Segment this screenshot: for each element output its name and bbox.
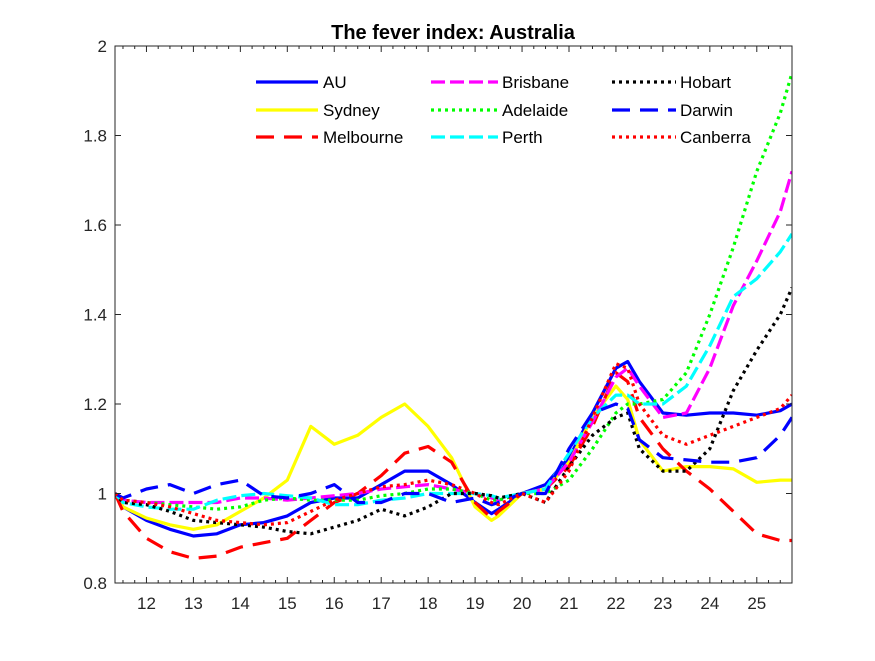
x-tick-label: 13: [184, 594, 203, 613]
x-tick-label: 25: [747, 594, 766, 613]
x-tick-label: 24: [700, 594, 719, 613]
x-tick-label: 18: [419, 594, 438, 613]
legend-entry-darwin: Darwin: [612, 101, 733, 120]
axes: 12 13 14 15 16 17 18 19 20 21 22 23 24 25 0.8 1 1.2 1.4 1.…: [83, 37, 793, 613]
legend-entry-melbourne: Melbourne: [256, 128, 403, 147]
legend-entry-perth: Perth: [431, 128, 543, 147]
x-tick-label: 23: [653, 594, 672, 613]
x-tick-label: 19: [466, 594, 485, 613]
legend-label: AU: [323, 73, 347, 92]
legend-entry-au: AU: [256, 73, 347, 92]
legend-label: Sydney: [323, 101, 380, 120]
chart-title: The fever index: Australia: [331, 22, 576, 44]
y-tick-label: 1.4: [83, 306, 107, 325]
x-tick-label: 21: [560, 594, 579, 613]
series-line-melbourne: [115, 371, 792, 560]
legend-label: Hobart: [680, 73, 731, 92]
x-tick-label: 15: [278, 594, 297, 613]
legend: AU Sydney Melbourne Brisbane Adelaide Perth Ho…: [256, 73, 751, 147]
legend-label: Perth: [502, 128, 543, 147]
y-tick-label: 2: [98, 37, 107, 56]
x-tick-label: 17: [372, 594, 391, 613]
series-line-darwin: [115, 402, 792, 507]
x-tick-label: 22: [606, 594, 625, 613]
series-layer: [115, 72, 792, 560]
x-tick-label: 20: [513, 594, 532, 613]
legend-entry-brisbane: Brisbane: [431, 73, 569, 92]
legend-label: Brisbane: [502, 73, 569, 92]
series-line-hobart: [115, 287, 792, 536]
x-tick-label: 16: [325, 594, 344, 613]
y-tick-label: 1.8: [83, 127, 107, 146]
x-tick-label: 14: [231, 594, 250, 613]
legend-entry-hobart: Hobart: [612, 73, 731, 92]
y-tick-label: 0.8: [83, 574, 107, 593]
legend-label: Canberra: [680, 128, 751, 147]
series-line-canberra: [115, 362, 792, 527]
legend-label: Darwin: [680, 101, 733, 120]
y-tick-label: 1: [98, 485, 107, 504]
legend-entry-canberra: Canberra: [612, 128, 751, 147]
y-tick-label: 1.2: [83, 395, 107, 414]
legend-entry-sydney: Sydney: [256, 101, 380, 120]
legend-label: Adelaide: [502, 101, 568, 120]
y-tick-label: 1.6: [83, 216, 107, 235]
legend-entry-adelaide: Adelaide: [431, 101, 568, 120]
legend-label: Melbourne: [323, 128, 403, 147]
x-tick-label: 12: [137, 594, 156, 613]
